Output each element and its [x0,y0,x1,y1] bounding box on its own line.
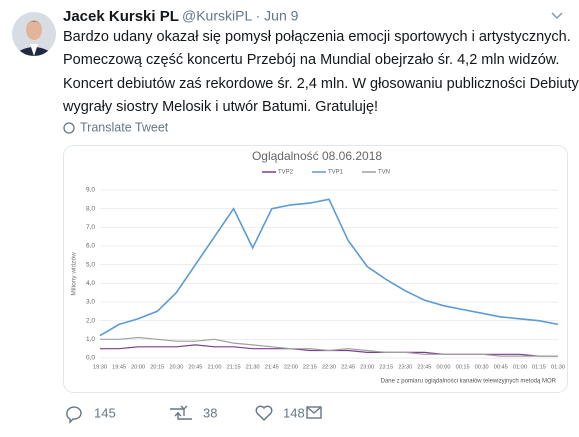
y-tick-label: 4,0 [86,280,95,287]
series-line [99,198,559,337]
y-tick-label: 5,0 [86,261,95,268]
y-tick-label: 9,0 [86,187,95,194]
x-tick-label: 19:45 [112,364,126,370]
tweet-text: Koncert debiutów zaś rekordowe śr. 2,4 m… [63,76,579,92]
x-tick-label: 01:30 [551,364,565,370]
avatar [12,12,56,56]
tweet-text: Bardzo udany okazał się pomysł połączeni… [63,29,571,45]
x-tick-label: 00:30 [475,364,489,370]
media-frame[interactable] [63,145,568,393]
x-tick-label: 20:00 [131,364,145,370]
retweet-icon[interactable] [170,405,192,420]
globe-icon [63,122,75,134]
x-tick-label: 00:00 [437,364,451,370]
x-tick-label: 20:15 [150,364,164,370]
tweet-text: Pomeczową część koncertu Przebój na Mund… [63,52,559,68]
like-icon[interactable] [255,405,273,421]
legend-label: TVP1 [328,170,344,176]
message-icon[interactable] [306,406,322,419]
x-tick-label: 01:00 [513,364,527,370]
retweet-count: 38 [203,405,217,420]
x-tick-label: 22:15 [303,364,317,370]
x-tick-label: 00:15 [456,364,470,370]
y-tick-label: 3,0 [86,299,95,306]
x-tick-label: 23:30 [398,364,412,370]
x-tick-label: 22:30 [322,364,336,370]
x-tick-label: 21:15 [227,364,241,370]
y-tick-label: 2,0 [86,317,95,324]
legend-label: TVP2 [278,170,294,176]
series-line [100,336,558,357]
reply-count: 145 [94,405,116,420]
x-tick-label: 23:00 [360,364,374,370]
tweet-text: wygrały siostry Melosik i utwór Batumi. … [62,99,378,115]
x-tick-label: 21:00 [208,364,222,370]
chart-title: Oglądalność 08.06.2018 [252,149,382,163]
y-tick-label: 1,0 [86,336,95,343]
y-tick-label: 0,0 [86,355,95,362]
x-tick-label: 22:00 [284,364,298,370]
x-tick-label: 19:30 [93,364,107,370]
reply-icon[interactable] [66,406,82,424]
like-count: 148 [283,405,305,420]
menu-chevron[interactable] [551,12,563,20]
x-tick-label: 21:30 [246,364,260,370]
x-tick-label: 21:45 [265,364,279,370]
y-tick-label: 8,0 [86,205,95,212]
x-tick-label: 23:15 [379,364,393,370]
handle-date[interactable]: @KurskiPL · Jun 9 [182,8,299,24]
author-name[interactable]: Jacek Kurski PL [63,8,179,25]
x-tick-label: 23:45 [417,364,431,370]
x-tick-label: 01:15 [532,364,546,370]
y-tick-label: 7,0 [86,224,95,231]
chart: Oglądalność 08.06.2018 Miliony widzów Dane… [71,149,565,384]
actions [66,405,322,424]
x-tick-label: 22:45 [341,364,355,370]
legend-label: TVN [378,170,390,176]
x-tick-label: 20:45 [188,364,202,370]
y-tick-label: 6,0 [86,243,95,250]
x-tick-label: 00:45 [494,364,508,370]
x-tick-label: 20:30 [169,364,183,370]
translate-link[interactable]: Translate Tweet [80,120,169,134]
chart-note: Dane z pomiaru oglądalności kanałów tele… [381,379,557,385]
message-icon-flap [306,406,322,414]
y-axis-label: Miliony widzów [71,252,78,296]
